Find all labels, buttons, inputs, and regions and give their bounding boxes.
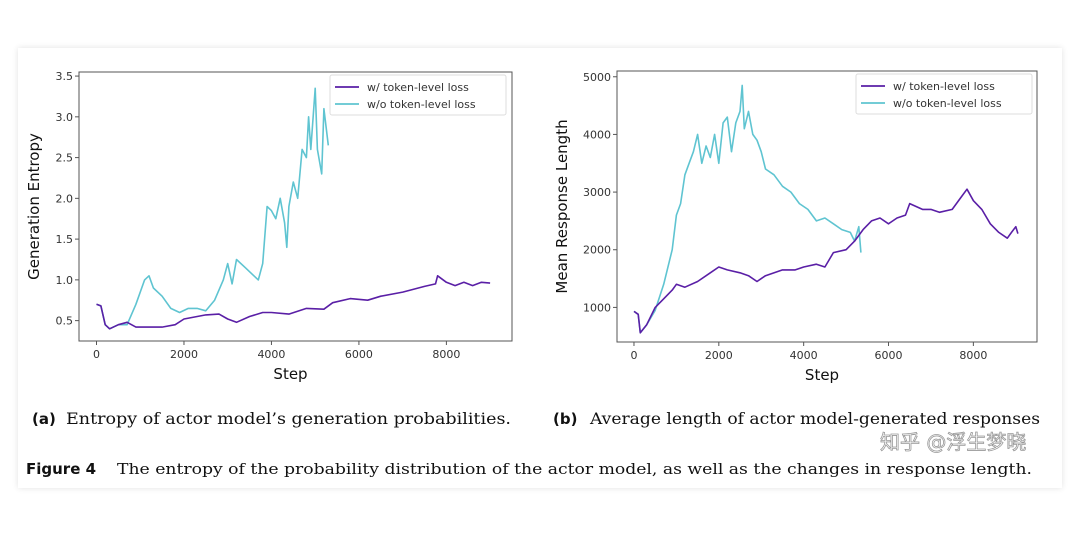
y-tick-label: 2.5 (56, 152, 74, 165)
figure-label: Figure 4 (26, 460, 96, 478)
legend-label: w/o token-level loss (367, 98, 476, 111)
figure-caption: The entropy of the probability distribut… (117, 460, 1032, 478)
legend: w/ token-level loss w/o token-level loss (329, 74, 507, 116)
subcaption-b-tag: (b) (553, 410, 577, 428)
x-tick-label: 6000 (345, 348, 373, 361)
y-tick-label: 3000 (583, 186, 611, 199)
x-axis-label: Step (273, 365, 307, 383)
x-tick-label: 6000 (875, 349, 903, 362)
x-tick-label: 8000 (959, 349, 987, 362)
x-tick-label: 2000 (705, 349, 733, 362)
legend-box (855, 73, 1033, 115)
x-tick-label: 0 (93, 348, 100, 361)
figure-card (18, 48, 1062, 488)
y-axis-label: Mean Response Length (553, 119, 571, 293)
y-tick-label: 2000 (583, 244, 611, 257)
y-tick-label: 5000 (583, 71, 611, 84)
y-tick-label: 0.5 (56, 315, 74, 328)
legend-box (329, 74, 507, 116)
y-tick-label: 2.0 (56, 192, 74, 205)
series-line-with-token-loss (96, 274, 491, 330)
y-tick-label: 1.5 (56, 233, 74, 246)
legend-label: w/ token-level loss (367, 81, 469, 94)
legend-label: w/o token-level loss (893, 97, 1002, 110)
y-axis-label: Generation Entropy (25, 133, 43, 280)
x-tick-label: 4000 (257, 348, 285, 361)
y-tick-label: 3.5 (56, 70, 74, 83)
subcaption-b: Average length of actor model-generated … (589, 409, 1040, 428)
x-axis-label: Step (805, 366, 839, 384)
series-line-with-token-loss (633, 188, 1019, 334)
legend-label: w/ token-level loss (893, 80, 995, 93)
entropy-chart: 0 2000 4000 6000 8000 0.5 1.0 1.5 2.0 2.5 3.0 3.5 St… (25, 70, 513, 383)
subcaption-a-tag: (a) (32, 410, 56, 428)
legend: w/ token-level loss w/o token-level loss (855, 73, 1033, 115)
watermark: 知乎 @浮生梦晓 (880, 430, 1026, 454)
y-tick-label: 4000 (583, 128, 611, 141)
y-tick-label: 1000 (583, 301, 611, 314)
x-tick-label: 4000 (790, 349, 818, 362)
series-line-without-token-loss (96, 87, 330, 330)
y-tick-label: 3.0 (56, 111, 74, 124)
subcaption-a: Entropy of actor model’s generation prob… (66, 409, 511, 428)
x-tick-label: 0 (630, 349, 637, 362)
plot-frame (616, 70, 1038, 343)
x-tick-label: 2000 (170, 348, 198, 361)
series-line-without-token-loss (633, 84, 862, 334)
y-tick-label: 1.0 (56, 274, 74, 287)
x-tick-label: 8000 (432, 348, 460, 361)
response-length-chart: 0 2000 4000 6000 8000 1000 2000 3000 4000 5000 Ste… (553, 70, 1038, 384)
plot-frame (78, 71, 513, 342)
